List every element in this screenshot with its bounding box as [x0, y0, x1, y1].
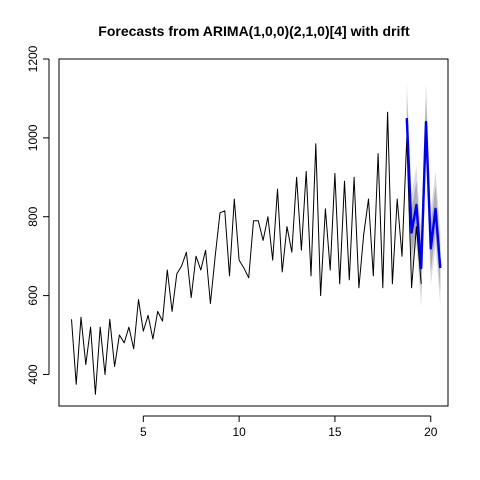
observed-series-line: [71, 111, 422, 395]
y-tick-label: 600: [26, 285, 40, 305]
x-tick-label: 5: [140, 425, 147, 439]
x-axis: 5 10 15 20: [140, 415, 438, 439]
x-tick-label: 15: [328, 425, 342, 439]
x-tick-label: 10: [232, 425, 246, 439]
forecast-series-line: [405, 118, 442, 270]
y-tick-label: 400: [26, 364, 40, 384]
y-tick-label: 1200: [26, 45, 40, 72]
y-tick-label: 1000: [26, 124, 40, 151]
series-lines: [71, 111, 442, 395]
x-tick-label: 20: [424, 425, 438, 439]
y-axis: 400 600 800 1000 1200: [26, 45, 50, 384]
y-tick-label: 800: [26, 206, 40, 226]
plot-frame: [58, 58, 449, 407]
chart-title: Forecasts from ARIMA(1,0,0)(2,1,0)[4] wi…: [98, 23, 410, 39]
